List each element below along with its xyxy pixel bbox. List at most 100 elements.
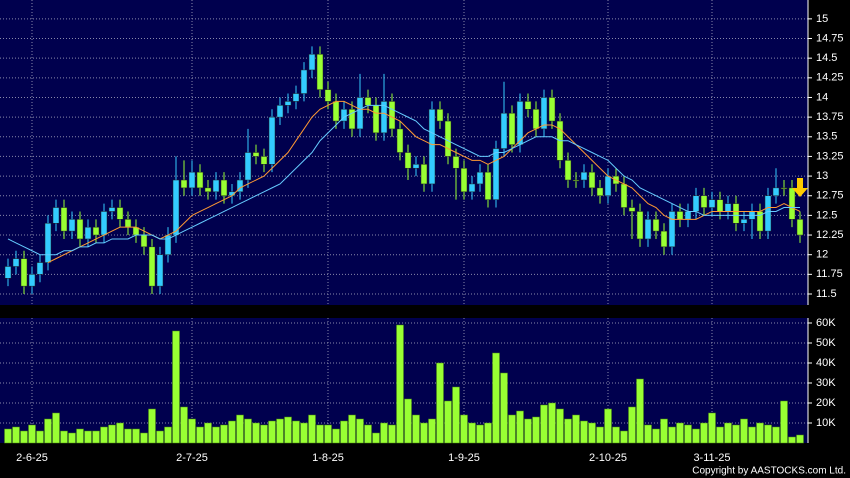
volume-bar bbox=[244, 418, 252, 444]
volume-bar bbox=[452, 386, 460, 444]
candle-body bbox=[604, 175, 612, 196]
candle-body bbox=[156, 254, 164, 287]
volume-bar bbox=[604, 408, 612, 444]
volume-bar bbox=[548, 402, 556, 444]
volume-bar bbox=[108, 424, 116, 444]
volume-bar bbox=[476, 424, 484, 444]
y-tick-label: 40K bbox=[816, 357, 836, 369]
volume-bar bbox=[124, 428, 132, 444]
signal-arrow bbox=[792, 178, 808, 197]
candle-body bbox=[660, 230, 668, 248]
y-tick-label: 14.5 bbox=[816, 52, 837, 64]
volume-bar bbox=[132, 428, 140, 444]
volume-bar bbox=[636, 378, 644, 444]
candle-body bbox=[204, 187, 212, 193]
volume-bar bbox=[508, 414, 516, 444]
volume-bar bbox=[516, 410, 524, 444]
y-tick-label: 13.75 bbox=[816, 111, 844, 123]
volume-bar bbox=[356, 418, 364, 444]
volume-bar bbox=[724, 422, 732, 444]
candle-body bbox=[468, 183, 476, 193]
volume-bar bbox=[460, 414, 468, 444]
volume-bar bbox=[300, 422, 308, 444]
candle-body bbox=[484, 171, 492, 200]
candle-body bbox=[316, 53, 324, 90]
x-tick-label: 2-6-25 bbox=[16, 452, 48, 464]
candle-body bbox=[76, 219, 84, 240]
volume-bar bbox=[372, 432, 380, 444]
candle-body bbox=[564, 160, 572, 181]
candle-body bbox=[492, 148, 500, 200]
candle-body bbox=[332, 101, 340, 122]
candle-body bbox=[116, 207, 124, 220]
candle-body bbox=[580, 171, 588, 181]
candle-body bbox=[724, 203, 732, 212]
volume-bar bbox=[572, 414, 580, 444]
candle-body bbox=[284, 101, 292, 106]
x-tick-label: 1-9-25 bbox=[448, 452, 480, 464]
moving-average-line bbox=[7, 104, 800, 256]
volume-panel bbox=[0, 318, 808, 443]
plot-layer: 11.5 11.75 12 12.25 12.5 12.75 13 13.25 13.5 13.7… bbox=[0, 0, 844, 464]
candle-body bbox=[324, 89, 332, 102]
volume-bar bbox=[12, 426, 20, 444]
candle-body bbox=[124, 219, 132, 228]
y-tick-label: 12.5 bbox=[816, 209, 837, 221]
volume-bar bbox=[524, 418, 532, 444]
candle-body bbox=[244, 152, 252, 181]
candle-body bbox=[276, 105, 284, 118]
copyright: Copyright by AASTOCKS.com Ltd. bbox=[692, 466, 846, 477]
y-tick-label: 11.5 bbox=[816, 288, 837, 300]
candle-body bbox=[188, 171, 196, 189]
volume-bar bbox=[492, 352, 500, 444]
volume-bar bbox=[404, 398, 412, 444]
volume-bar bbox=[60, 430, 68, 444]
volume-bar bbox=[444, 400, 452, 444]
volume-bar bbox=[236, 414, 244, 444]
volume-bar bbox=[252, 422, 260, 444]
volume-bar bbox=[708, 412, 716, 444]
y-tick-label: 13 bbox=[816, 170, 828, 182]
y-tick-label: 13.25 bbox=[816, 150, 844, 162]
volume-bar bbox=[540, 404, 548, 444]
candle-body bbox=[148, 246, 156, 287]
volume-bar bbox=[436, 362, 444, 444]
candle-body bbox=[548, 97, 556, 122]
volume-bar bbox=[484, 422, 492, 444]
candle-body bbox=[196, 171, 204, 189]
volume-bar bbox=[68, 432, 76, 444]
volume-bar bbox=[180, 406, 188, 444]
volume-bar bbox=[76, 428, 84, 444]
volume-bar bbox=[596, 426, 604, 444]
volume-bar bbox=[556, 408, 564, 444]
candle-body bbox=[180, 179, 188, 189]
candle-body bbox=[788, 187, 796, 220]
y-tick-label: 20K bbox=[816, 397, 836, 409]
volume-bar bbox=[388, 424, 396, 444]
candle-body bbox=[740, 219, 748, 224]
candle-body bbox=[388, 101, 396, 130]
candle-body bbox=[28, 274, 36, 287]
volume-bar bbox=[324, 424, 332, 444]
candle-body bbox=[4, 266, 12, 279]
candle-body bbox=[108, 207, 116, 212]
volume-bar bbox=[756, 422, 764, 444]
y-tick-label: 12.75 bbox=[816, 190, 844, 202]
volume-bar bbox=[580, 420, 588, 444]
volume-bar bbox=[36, 430, 44, 444]
candle-body bbox=[668, 211, 676, 248]
volume-bar bbox=[692, 428, 700, 444]
candle-body bbox=[596, 187, 604, 196]
candle-body bbox=[540, 97, 548, 130]
candle-body bbox=[68, 219, 76, 232]
y-tick-label: 50K bbox=[816, 337, 836, 349]
candle-body bbox=[676, 211, 684, 220]
volume-bar bbox=[276, 418, 284, 444]
volume-bar bbox=[44, 418, 52, 444]
candle-body bbox=[716, 199, 724, 212]
volume-bar bbox=[420, 422, 428, 444]
volume-bar bbox=[644, 424, 652, 444]
candle-body bbox=[428, 109, 436, 185]
volume-bar bbox=[380, 422, 388, 444]
